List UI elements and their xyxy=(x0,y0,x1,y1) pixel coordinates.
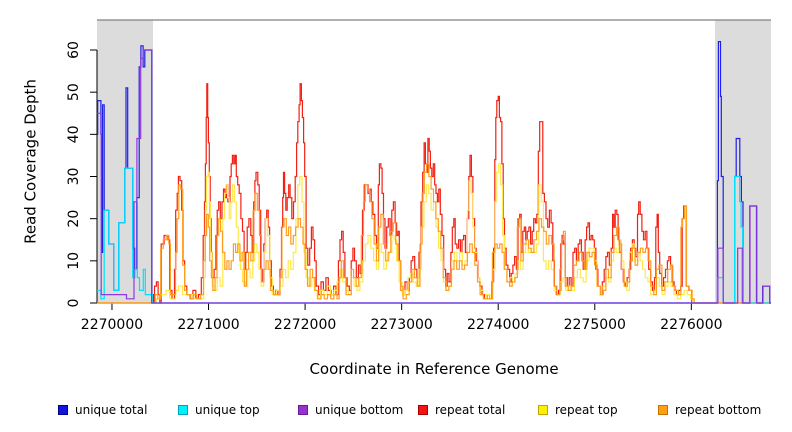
legend-label-unique-total: unique total xyxy=(75,403,148,417)
y-tick-label: 50 xyxy=(66,83,82,101)
legend-label-unique-bottom: unique bottom xyxy=(315,403,404,417)
legend-swatch-unique-total xyxy=(58,405,68,415)
legend-item-repeat-top: repeat top xyxy=(538,401,618,419)
legend-swatch-unique-bottom xyxy=(298,405,308,415)
legend-label-repeat-total: repeat total xyxy=(435,403,506,417)
x-tick-label: 2272000 xyxy=(274,317,336,333)
legend-swatch-repeat-total xyxy=(418,405,428,415)
x-tick-label: 2276000 xyxy=(660,317,722,333)
y-tick-label: 40 xyxy=(66,125,82,143)
y-tick-label: 60 xyxy=(66,41,82,59)
legend-item-unique-top: unique top xyxy=(178,401,260,419)
x-tick-label: 2271000 xyxy=(177,317,239,333)
x-tick-label: 2274000 xyxy=(467,317,529,333)
y-tick-label: 20 xyxy=(66,210,82,228)
x-tick-label: 2273000 xyxy=(370,317,432,333)
legend-item-unique-total: unique total xyxy=(58,401,147,419)
series-line-unique-top xyxy=(97,167,771,304)
legend-swatch-unique-top xyxy=(178,405,188,415)
legend-item-repeat-total: repeat total xyxy=(418,401,505,419)
series-line-repeat-top xyxy=(97,163,771,304)
series-line-unique-bottom xyxy=(97,49,771,304)
legend-swatch-repeat-bottom xyxy=(658,405,668,415)
y-tick-label: 30 xyxy=(66,168,82,186)
series-line-unique-total xyxy=(97,41,771,304)
legend-label-repeat-bottom: repeat bottom xyxy=(675,403,762,417)
chart-legend: unique total unique top unique bottom repea… xyxy=(0,401,792,423)
series-line-repeat-bottom xyxy=(97,163,771,304)
y-tick-label: 0 xyxy=(66,299,82,308)
y-axis-title: Read Coverage Depth xyxy=(21,79,40,244)
x-tick-label: 2275000 xyxy=(564,317,626,333)
legend-item-repeat-bottom: repeat bottom xyxy=(658,401,761,419)
y-tick-label: 10 xyxy=(66,252,82,270)
legend-label-repeat-top: repeat top xyxy=(555,403,618,417)
x-axis-title: Coordinate in Reference Genome xyxy=(309,360,559,378)
x-tick-label: 2270000 xyxy=(81,317,143,333)
legend-item-unique-bottom: unique bottom xyxy=(298,401,403,419)
legend-label-unique-top: unique top xyxy=(195,403,260,417)
legend-swatch-repeat-top xyxy=(538,405,548,415)
